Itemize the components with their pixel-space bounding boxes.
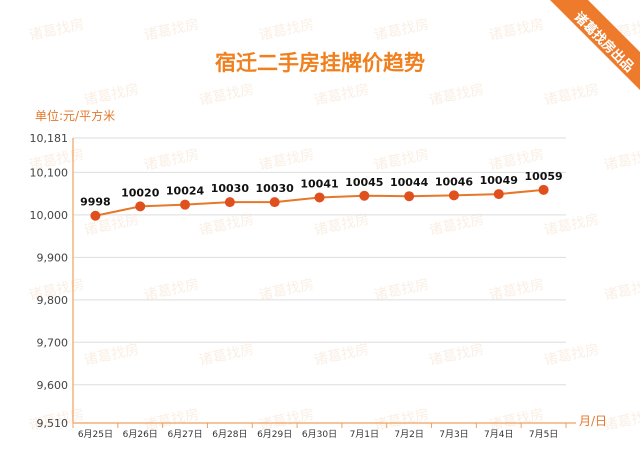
x-tick-label: 7月4日	[484, 429, 513, 440]
y-tick-label: 9,600	[37, 379, 69, 392]
data-labels: 9998 10020 10024 10030 10030 10041 10045 10044 1…	[80, 170, 563, 209]
x-tick-label: 6月25日	[78, 429, 113, 440]
data-point	[314, 192, 325, 203]
watermark-text: 诸葛找房	[258, 17, 316, 44]
watermark-text: 诸葛找房	[313, 342, 371, 369]
x-tick-label: 6月30日	[302, 429, 337, 440]
x-tick-label: 7月2日	[394, 429, 423, 440]
chart-title: 宿迁二手房挂牌价趋势	[215, 51, 425, 75]
data-label: 10045	[345, 176, 383, 189]
data-label: 10049	[480, 174, 518, 187]
watermark-text: 诸葛找房	[143, 17, 201, 44]
axes	[72, 138, 576, 424]
watermark-text: 诸葛找房	[313, 82, 371, 109]
watermark-text: 诸葛找房	[198, 212, 256, 239]
watermark-text: 诸葛找房	[258, 147, 316, 174]
x-tick-label: 6月28日	[212, 429, 247, 440]
data-point	[135, 201, 146, 212]
data-point	[538, 184, 549, 195]
watermark-text: 诸葛找房	[198, 82, 256, 109]
data-point	[359, 190, 370, 201]
data-label: 10044	[390, 176, 429, 189]
x-tick-label: 6月29日	[257, 429, 292, 440]
data-label: 10030	[256, 182, 295, 195]
watermark-text: 诸葛找房	[428, 82, 486, 109]
data-point	[493, 189, 504, 200]
x-axis-unit-label: 月/日	[579, 414, 607, 428]
data-label: 10020	[121, 186, 160, 199]
watermark-text: 诸葛找房	[603, 277, 640, 304]
y-tick-label: 9,510	[37, 417, 69, 430]
data-point	[90, 210, 101, 221]
watermark-text: 诸葛找房	[28, 17, 86, 44]
watermark-text: 诸葛找房	[428, 342, 486, 369]
y-tick-label: 10,100	[30, 166, 69, 179]
data-label: 10041	[300, 177, 338, 190]
y-tick-label: 10,181	[30, 132, 69, 145]
data-label: 10059	[524, 170, 562, 183]
watermark-text: 诸葛找房	[373, 17, 431, 44]
series-line-group	[90, 184, 549, 221]
watermark-text: 诸葛找房	[198, 342, 256, 369]
watermark-text: 诸葛找房	[83, 82, 141, 109]
data-point	[269, 197, 280, 208]
y-tick-label: 9,800	[37, 294, 69, 307]
x-tick-label: 7月5日	[529, 429, 558, 440]
brand-ribbon: 诸葛找房出品	[520, 0, 640, 120]
x-tick-label: 6月27日	[167, 429, 202, 440]
watermark-text: 诸葛找房	[143, 147, 201, 174]
data-label: 10030	[211, 182, 250, 195]
y-tick-labels: 9,510 9,600 9,700 9,800 9,900 10,000 10,100 10,…	[30, 132, 69, 430]
watermark-text: 诸葛找房	[428, 212, 486, 239]
watermark-text: 诸葛找房	[313, 212, 371, 239]
x-tick-labels: 6月25日 6月26日 6月27日 6月28日 6月29日 6月30日 7月1日 7月2日 7月…	[72, 423, 567, 440]
data-point	[448, 190, 459, 201]
data-label: 10046	[435, 175, 474, 188]
watermark-text: 诸葛找房	[603, 147, 640, 174]
watermark-text: 诸葛找房	[543, 212, 601, 239]
watermark-text: 诸葛找房	[373, 147, 431, 174]
data-label: 10024	[166, 185, 205, 198]
watermark-text: 诸葛找房	[603, 407, 640, 434]
watermark-text: 诸葛找房	[543, 342, 601, 369]
x-tick-label: 7月3日	[439, 429, 468, 440]
data-point	[180, 199, 191, 210]
data-point	[404, 191, 415, 202]
y-axis-unit-label: 单位:元/平方米	[35, 108, 115, 123]
y-tick-label: 9,700	[37, 336, 69, 349]
x-tick-label: 7月1日	[350, 429, 379, 440]
data-point	[224, 197, 235, 208]
x-tick-label: 6月26日	[123, 429, 158, 440]
data-label: 9998	[80, 196, 111, 209]
watermark-text: 诸葛找房	[83, 342, 141, 369]
y-tick-label: 10,000	[30, 209, 69, 222]
y-tick-label: 9,900	[37, 251, 69, 264]
